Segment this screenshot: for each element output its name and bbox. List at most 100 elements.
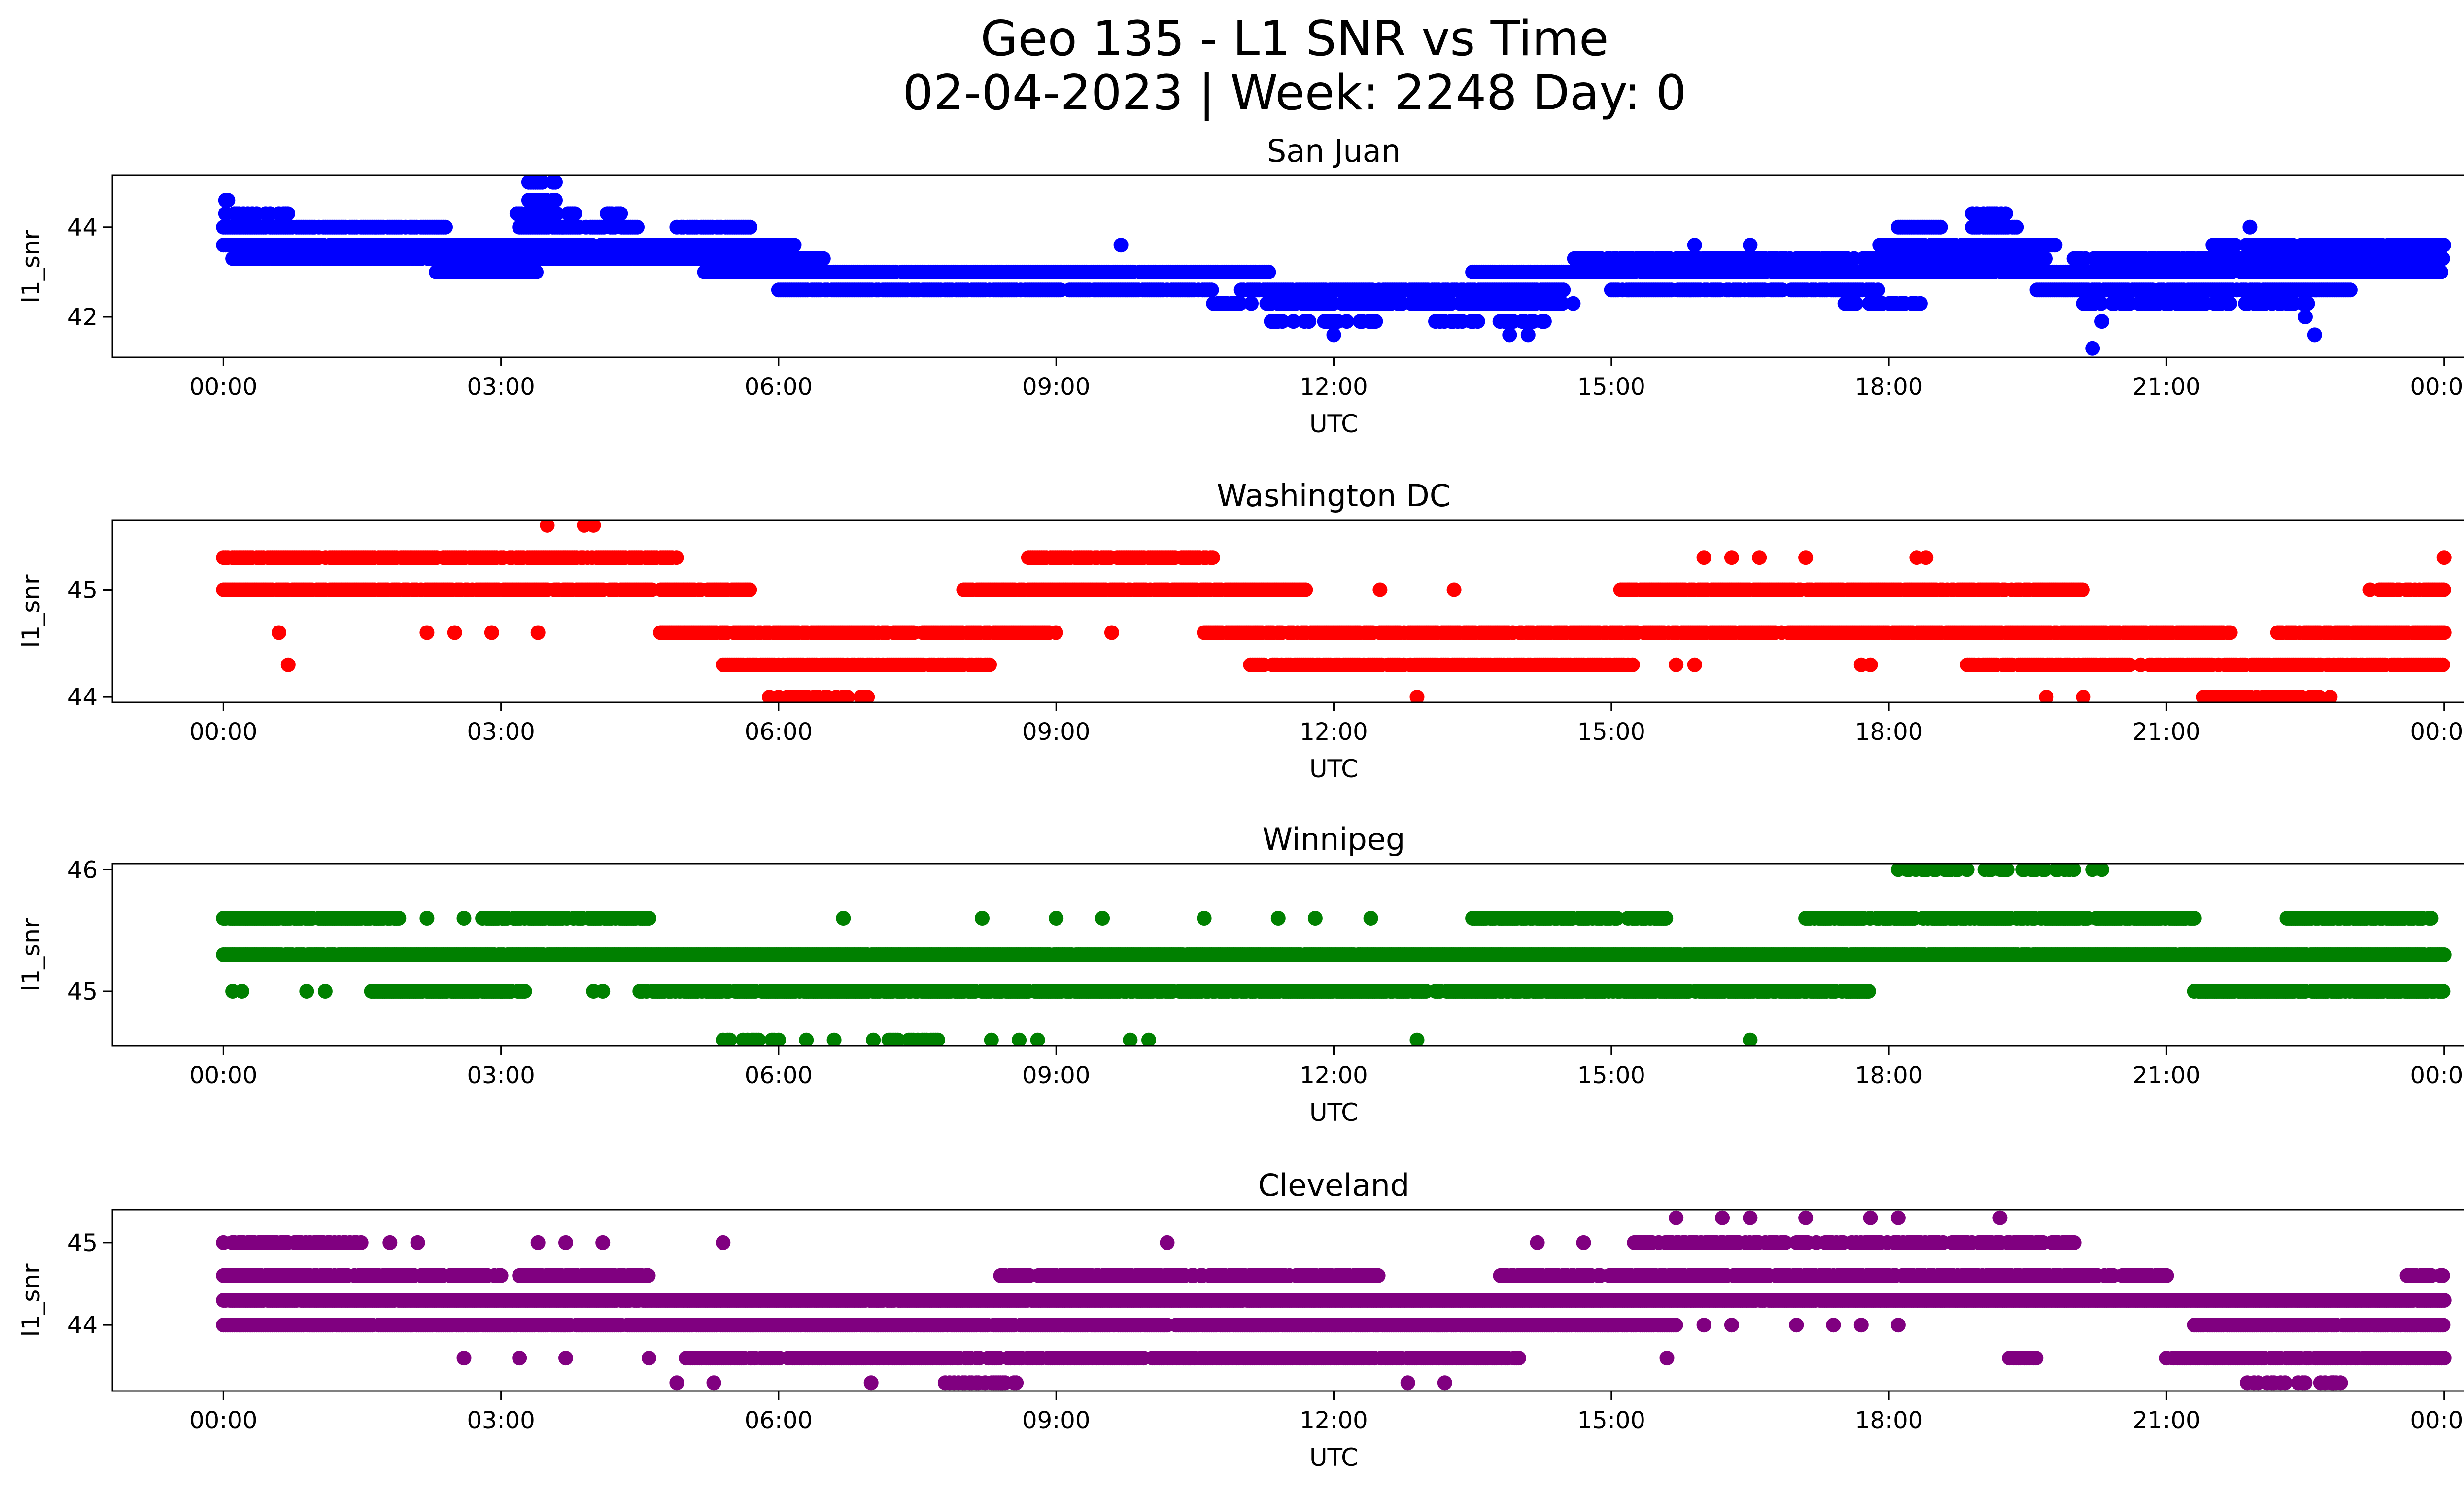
data-point [2323, 690, 2338, 702]
data-point [1446, 582, 1462, 597]
y-tick-label: 44 [68, 684, 98, 711]
data-point [2223, 625, 2238, 640]
data-point [1232, 296, 1248, 311]
data-point [280, 657, 296, 672]
data-point [1918, 550, 1934, 565]
y-axis-label: l1_snr [17, 574, 45, 648]
data-point [2222, 296, 2237, 311]
data-point [2436, 238, 2451, 253]
data-point [2300, 296, 2315, 311]
x-tick-label: 06:00 [745, 718, 813, 746]
data-point [234, 251, 249, 266]
x-tick-label: 00:00 [189, 718, 257, 746]
data-point [586, 520, 601, 533]
data-point [2433, 264, 2448, 279]
data-point [220, 193, 236, 208]
x-tick-label: 12:00 [1300, 373, 1368, 401]
x-tick-label: 09:00 [1022, 373, 1090, 401]
data-point [2009, 219, 2024, 235]
data-point [484, 625, 499, 640]
data-point [2094, 314, 2109, 329]
data-point [447, 625, 462, 640]
data-point [1687, 238, 1702, 253]
data-point [540, 520, 555, 533]
data-point [272, 251, 286, 266]
subplot-title: San Juan [1267, 133, 1401, 169]
data-point [1298, 582, 1313, 597]
data-point [1048, 625, 1063, 640]
data-point [1566, 296, 1581, 311]
data-point [1798, 550, 1814, 565]
series-points [216, 175, 2451, 356]
data-point [613, 206, 628, 221]
data-point [549, 206, 564, 221]
data-point [567, 206, 582, 221]
x-tick-label: 06:00 [745, 373, 813, 401]
x-tick-label: 15:00 [1577, 718, 1645, 746]
data-point [2279, 296, 2294, 311]
data-point [630, 219, 645, 235]
data-point [1870, 282, 1885, 298]
data-point [1113, 238, 1129, 253]
data-point [1625, 657, 1640, 672]
x-tick-label: 00:00 [189, 373, 257, 401]
data-point [2342, 282, 2358, 298]
x-tick-label: 21:00 [2132, 373, 2200, 401]
data-point [1104, 625, 1119, 640]
data-point [743, 219, 758, 235]
subplot-title: Winnipeg [1263, 821, 1405, 857]
data-point [787, 238, 802, 253]
data-point [2038, 251, 2053, 266]
data-point [2436, 550, 2452, 565]
data-point [1205, 550, 1220, 565]
data-point [816, 251, 831, 266]
data-point [2307, 327, 2322, 343]
data-point [1743, 238, 1758, 253]
data-point [2076, 690, 2091, 702]
data-point [2122, 657, 2137, 672]
data-point [1848, 296, 1864, 311]
data-point [272, 625, 286, 640]
data-point [2039, 690, 2054, 702]
data-point [484, 264, 499, 279]
x-tick-label: 09:00 [1022, 718, 1090, 746]
data-point [2435, 657, 2450, 672]
x-tick-label: 18:00 [1855, 718, 1923, 746]
data-point [2242, 219, 2258, 235]
x-tick-label: 12:00 [1300, 718, 1368, 746]
data-point [762, 690, 777, 702]
data-point [1301, 314, 1317, 329]
subplots-group: San Juan 00:00 03:00 06:00 09:00 12:00 15:00 18… [17, 133, 2464, 1472]
x-tick-label: 00:00 [2410, 373, 2464, 401]
figure-title-line1: Geo 135 - L1 SNR vs Time [981, 11, 1609, 67]
data-point [535, 175, 549, 190]
data-point [1537, 314, 1552, 329]
x-tick-label: 03:00 [467, 718, 535, 746]
y-axis-label: l1_snr [17, 230, 45, 303]
data-point [2362, 582, 2378, 597]
x-axis-label: UTC [1309, 410, 1358, 438]
data-point [1752, 550, 1767, 565]
data-point [669, 550, 684, 565]
data-point [1363, 314, 1378, 329]
data-point [2093, 296, 2109, 311]
data-point [1286, 314, 1301, 329]
data-point [1275, 314, 1290, 329]
data-point [1409, 690, 1425, 702]
data-point [1204, 282, 1219, 298]
figure-title-line2: 02-04-2023 | Week: 2248 Day: 0 [903, 65, 1687, 121]
x-axis-label: UTC [1309, 755, 1358, 783]
data-point [1326, 327, 1341, 343]
y-tick-label: 44 [68, 214, 98, 242]
data-point [1261, 264, 1276, 279]
data-point [529, 264, 544, 279]
data-point [982, 657, 997, 672]
data-point [2436, 582, 2451, 597]
y-tick-label: 42 [68, 304, 98, 331]
data-point [2311, 690, 2327, 702]
data-point [2435, 251, 2450, 266]
